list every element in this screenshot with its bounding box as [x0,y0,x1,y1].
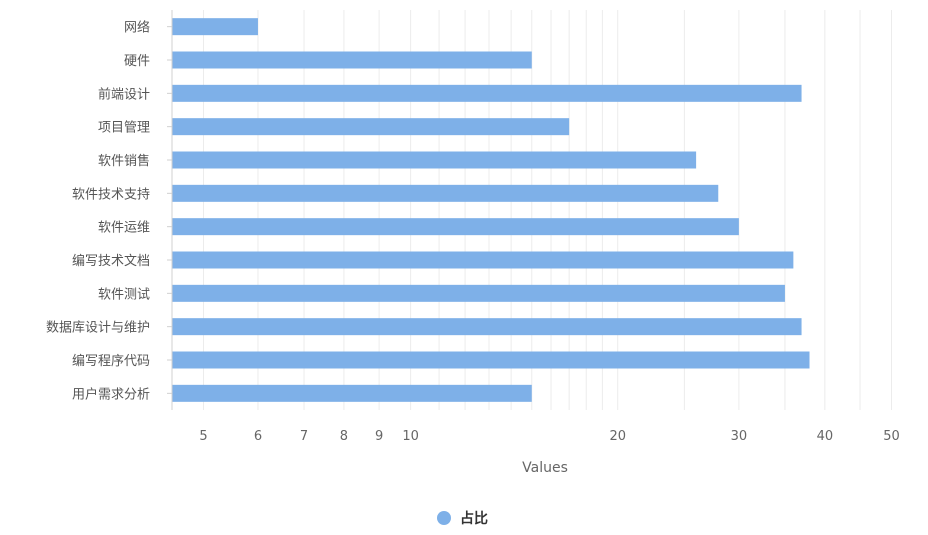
x-tick-label: 9 [375,429,383,444]
bar[interactable] [172,184,719,202]
category-label: 编写程序代码 [72,354,150,369]
x-tick-label: 40 [817,429,834,444]
category-label: 软件运维 [98,221,150,236]
category-label: 编写技术文档 [72,254,150,269]
x-tick-label: 20 [609,429,626,444]
x-tick-label: 5 [199,429,207,444]
legend-label: 占比 [460,510,488,527]
bar[interactable] [172,384,532,402]
x-tick-label: 8 [340,429,348,444]
bar[interactable] [172,118,570,136]
category-label: 前端设计 [98,86,150,102]
bar[interactable] [172,151,697,169]
x-tick-label: 50 [883,429,900,444]
bar[interactable] [172,218,739,236]
gridlines [202,10,893,410]
legend[interactable]: 占比 [437,510,488,527]
bar[interactable] [172,351,810,369]
x-axis-title: Values [522,460,568,476]
category-label: 软件销售 [98,153,150,169]
x-tick-label: 7 [300,429,308,444]
category-labels: 网络硬件前端设计项目管理软件销售软件技术支持软件运维编写技术文档软件测试数据库设… [46,20,172,402]
category-label: 项目管理 [98,121,150,136]
x-tick-label: 6 [254,429,262,444]
x-tick-label: 10 [402,429,419,444]
category-label: 数据库设计与维护 [46,320,150,336]
category-label: 用户需求分析 [72,386,150,402]
bar[interactable] [172,318,802,336]
bar[interactable] [172,284,785,302]
bar[interactable] [172,84,802,102]
bar[interactable] [172,251,794,269]
bar[interactable] [172,18,258,36]
bars [172,18,810,402]
category-label: 网络 [124,20,150,36]
category-label: 软件技术支持 [72,187,150,202]
bar[interactable] [172,51,532,69]
category-label: 软件测试 [98,287,150,302]
legend-swatch [437,511,451,525]
x-tick-labels: 5 6 7 8 9 10 20 30 40 50 [199,429,899,444]
x-tick-label: 30 [731,429,748,444]
category-label: 硬件 [124,54,150,69]
